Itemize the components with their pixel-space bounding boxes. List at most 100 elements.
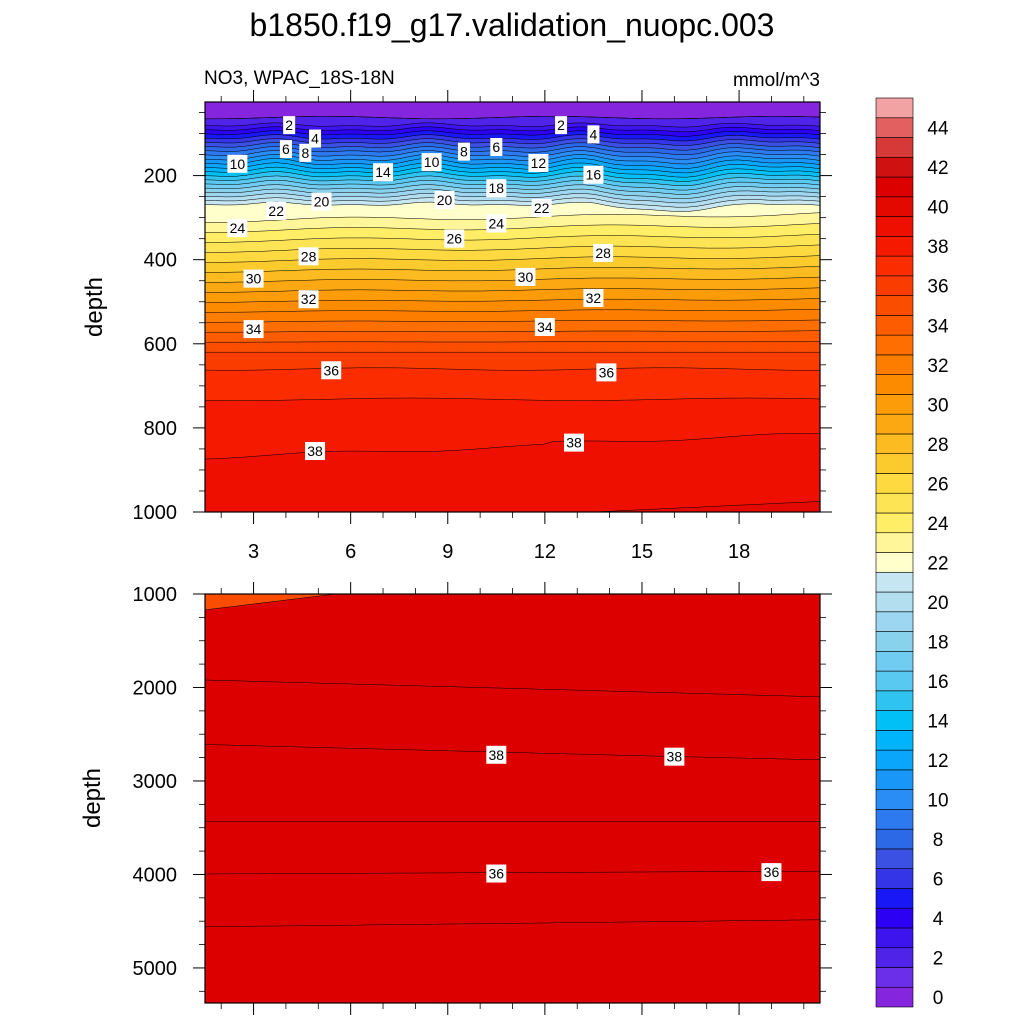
contour-line [205, 116, 820, 120]
contour-line [205, 134, 820, 142]
colorbar-tick-label: 8 [933, 830, 944, 851]
contour-label: 18 [489, 180, 505, 196]
y-tick-label: 1000 [133, 502, 178, 524]
contour-label-box [373, 163, 394, 182]
x-tick-label: 6 [345, 541, 356, 563]
contour-label: 38 [566, 435, 582, 451]
colorbar-swatch [875, 769, 914, 790]
contour-label: 34 [537, 319, 553, 335]
contour-label: 2 [285, 117, 293, 133]
contour-label-box [486, 179, 507, 198]
contour-line [205, 679, 820, 698]
contour-label: 34 [246, 321, 262, 337]
colorbar-swatch [875, 927, 914, 949]
contour-label-box [444, 229, 465, 248]
x-tick-label: 18 [728, 541, 750, 563]
contour-line [205, 197, 820, 208]
contour-label-box [321, 361, 342, 380]
contour-line [205, 367, 820, 371]
contour-line [205, 594, 338, 611]
colorbar-swatch [875, 216, 914, 237]
colorbar-swatch [875, 591, 914, 613]
contour-band [205, 501, 820, 512]
contour-line [205, 130, 820, 137]
colorbar-swatch [875, 473, 914, 494]
contour-line [205, 341, 820, 343]
colorbar-swatch [875, 986, 914, 1008]
y-tick-label: 4000 [133, 864, 178, 886]
contour-label: 30 [246, 271, 262, 287]
colorbar-swatch [875, 433, 914, 454]
contour-label: 24 [230, 220, 246, 236]
contour-label: 32 [586, 290, 602, 306]
contour-label: 30 [518, 269, 534, 285]
contour-label-box [227, 154, 248, 173]
contour-line [205, 212, 820, 223]
colorbar-tick-label: 40 [927, 198, 948, 219]
chart-title: b1850.f19_g17.validation_nuopc.003 [250, 7, 775, 43]
contour-line [205, 158, 820, 169]
contour-label: 38 [489, 747, 505, 763]
colorbar-swatch [875, 453, 914, 474]
contour-label-box [583, 165, 604, 184]
contour-label: 26 [446, 231, 462, 247]
contour-line [205, 171, 820, 182]
colorbar-tick-label: 30 [927, 395, 948, 416]
colorbar-swatch [875, 97, 914, 119]
colorbar-swatch [875, 255, 914, 277]
colorbar-swatch [875, 611, 914, 632]
colorbar-swatch [875, 552, 914, 573]
bottom-contour-panel: 1000 2000 3000 4000 5000 38 38 36 36 depth [79, 582, 832, 1015]
contour-line [205, 397, 820, 401]
contour-label-box [309, 129, 322, 148]
colorbar-tick-label: 10 [927, 791, 948, 812]
contour-label-box [664, 747, 685, 766]
contour-label: 4 [311, 131, 319, 147]
colorbar-tick-label: 24 [927, 514, 949, 535]
contour-line [205, 122, 820, 128]
contour-line [205, 276, 820, 283]
colorbar-swatch [875, 848, 914, 869]
y-tick-label: 1000 [133, 584, 178, 606]
contour-label-box [761, 863, 782, 882]
contour-label-box [434, 190, 455, 209]
colorbar-tick-label: 32 [927, 356, 948, 377]
colorbar-swatch [875, 236, 914, 257]
contour-label: 6 [492, 139, 500, 155]
colorbar-tick-label: 36 [927, 277, 948, 298]
contour-label-box [587, 125, 600, 144]
colorbar-swatch [875, 710, 914, 731]
y-tick-label: 600 [144, 334, 177, 356]
colorbar-swatch [875, 532, 914, 553]
colorbar-tick-label: 22 [927, 553, 948, 574]
y-tick-label: 3000 [133, 771, 178, 793]
colorbar-swatch [875, 907, 914, 929]
bottom-contour-lines [205, 594, 820, 928]
top-color-bands [205, 102, 820, 512]
colorbar-swatch [875, 394, 914, 415]
contour-label-box [555, 116, 568, 135]
contour-label: 8 [301, 145, 309, 161]
colorbar-swatch [875, 275, 914, 296]
contour-label: 22 [534, 200, 550, 216]
colorbar-tick-label: 0 [933, 988, 944, 1009]
contour-band [205, 594, 820, 1003]
contour-label: 20 [437, 192, 453, 208]
colorbar-tick-label: 2 [933, 949, 944, 970]
contour-label-box [311, 192, 332, 211]
colorbar-swatch [875, 176, 914, 198]
colorbar-tick-label: 28 [927, 435, 948, 456]
contour-label-box [534, 317, 555, 336]
contour-label-box [227, 219, 248, 238]
contour-label: 14 [375, 164, 391, 180]
contour-label: 12 [531, 155, 547, 171]
colorbar-tick-label: 20 [927, 593, 948, 614]
contour-label-box [531, 198, 552, 217]
contour-line [205, 309, 820, 313]
contour-label: 36 [599, 364, 615, 380]
colorbar-tick-label: 44 [927, 119, 949, 140]
colorbar-swatch [875, 571, 914, 593]
contour-label: 36 [489, 866, 505, 882]
contour-label: 8 [460, 144, 468, 160]
